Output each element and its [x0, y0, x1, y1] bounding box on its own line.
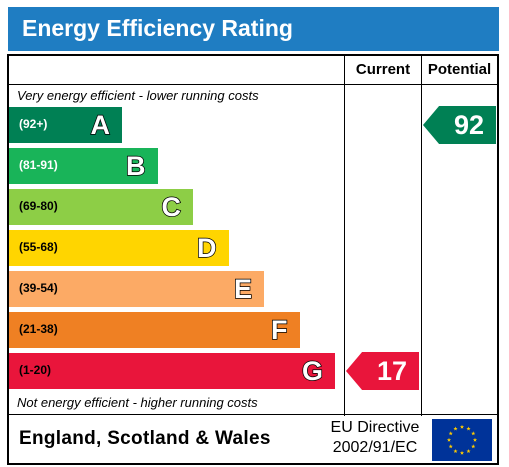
eu-star — [471, 431, 476, 436]
band-range-label: (21-38) — [19, 322, 58, 336]
eu-flag-icon — [432, 419, 492, 461]
efficient-note: Very energy efficient - lower running co… — [17, 88, 259, 103]
band-letter: G — [301, 355, 324, 387]
band-range-label: (39-54) — [19, 281, 58, 295]
band-range-label: (69-80) — [19, 199, 58, 213]
current-rating-arrow: 17 — [346, 352, 419, 390]
eu-star — [448, 444, 453, 449]
eu-star — [453, 449, 458, 454]
footer-divider — [9, 414, 497, 415]
current-rating-value: 17 — [376, 356, 407, 386]
rating-band-a: (92+) A — [9, 107, 122, 143]
header-divider — [9, 84, 497, 85]
rating-band-c: (69-80) C — [9, 189, 193, 225]
eu-star — [471, 444, 476, 449]
potential-column-divider — [421, 56, 422, 416]
title-bar: Energy Efficiency Rating — [8, 7, 499, 51]
eu-directive-line1: EU Directive — [330, 419, 420, 436]
rating-band-f: (21-38) F — [9, 312, 300, 348]
band-letter: D — [196, 232, 217, 264]
eu-star — [459, 424, 465, 429]
eu-directive-line2: 2002/91/EC — [332, 439, 418, 456]
band-letter: B — [125, 150, 146, 182]
eu-star — [446, 437, 452, 442]
eu-directive: EU Directive 2002/91/EC — [329, 418, 421, 458]
rating-table: Current Potential Very energy efficient … — [7, 54, 499, 465]
rating-band-e: (39-54) E — [9, 271, 264, 307]
band-range-label: (1-20) — [19, 363, 52, 377]
current-column-divider — [344, 56, 345, 416]
band-letter: E — [233, 273, 253, 305]
eu-star — [453, 426, 458, 431]
rating-band-g: (1-20) G — [9, 353, 335, 389]
potential-rating-value: 92 — [453, 110, 484, 140]
rating-band-b: (81-91) B — [9, 148, 158, 184]
rating-band-d: (55-68) D — [9, 230, 229, 266]
current-column-header: Current — [355, 61, 411, 78]
eu-star — [472, 437, 478, 442]
band-letter: C — [161, 191, 182, 223]
band-letter: A — [90, 109, 111, 141]
potential-rating-arrow: 92 — [423, 106, 496, 144]
band-range-label: (92+) — [19, 117, 48, 131]
eu-star — [466, 449, 471, 454]
inefficient-note: Not energy efficient - higher running co… — [17, 395, 258, 410]
potential-column-header: Potential — [427, 61, 492, 78]
band-range-label: (55-68) — [19, 240, 58, 254]
band-range-label: (81-91) — [19, 158, 58, 172]
chart-title: Energy Efficiency Rating — [22, 15, 293, 41]
region-label: England, Scotland & Wales — [19, 428, 271, 449]
eu-star — [459, 450, 465, 455]
eu-star — [448, 431, 453, 436]
eu-star — [466, 426, 471, 431]
band-letter: F — [270, 314, 288, 346]
